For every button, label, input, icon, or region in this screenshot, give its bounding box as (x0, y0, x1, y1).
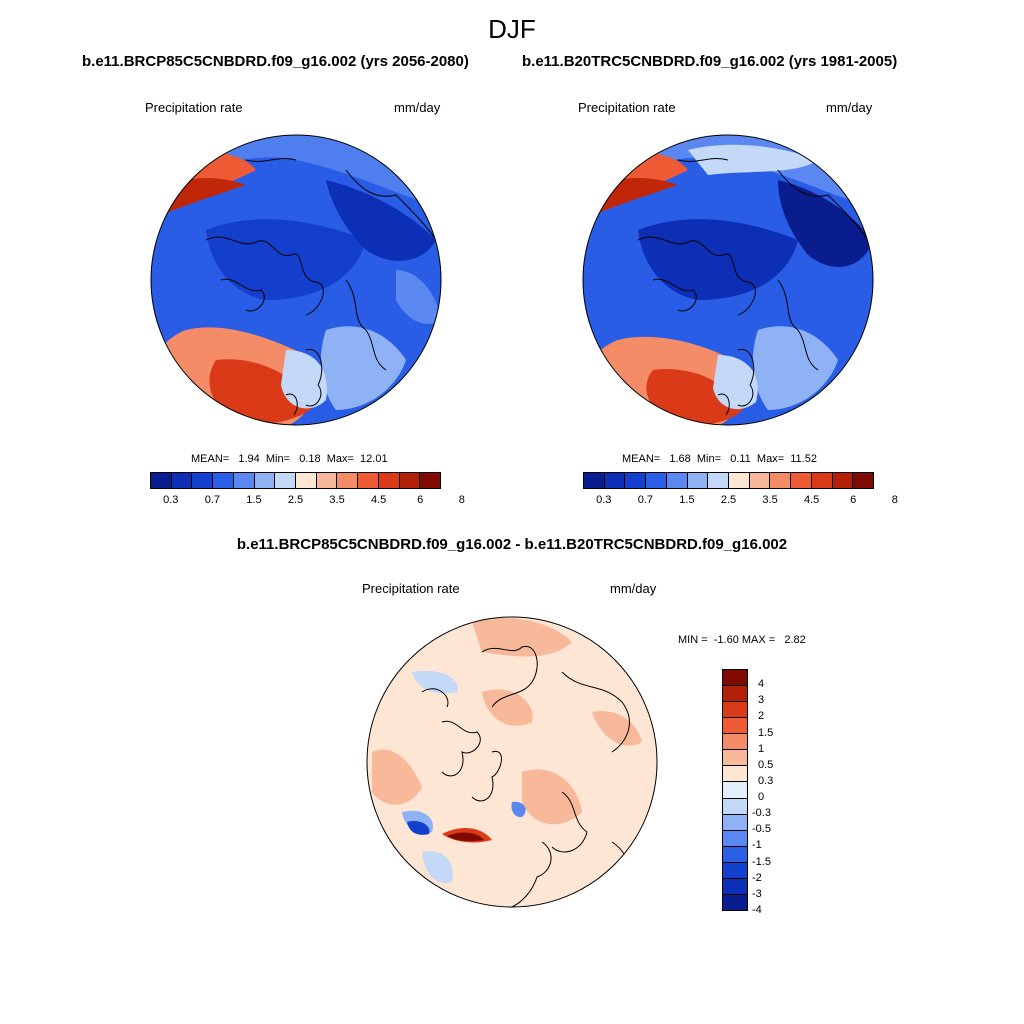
left-colorbar-swatch (192, 473, 214, 488)
left-colorbar-tick-label: 6 (417, 494, 424, 506)
diff-colorbar-tick-label: 4 (758, 678, 765, 691)
diff-colorbar-tick-label: 1.5 (758, 726, 774, 739)
difference-polar-map (366, 616, 658, 908)
right-colorbar-tick-label: 8 (891, 494, 898, 506)
diff-colorbar-tick-label: 2 (758, 710, 765, 723)
left-colorbar-swatch (213, 473, 234, 488)
difference-title: b.e11.BRCP85C5CNBDRD.f09_g16.002 - b.e11… (236, 536, 788, 553)
right-colorbar-swatch (791, 473, 812, 488)
left-colorbar-swatch (296, 473, 317, 488)
diff-colorbar-swatch (723, 766, 747, 783)
right-colorbar-tick-label: 6 (850, 494, 857, 506)
diff-colorbar-swatch (723, 878, 747, 895)
left-polar-map (150, 134, 442, 426)
right-colorbar-swatch (584, 473, 605, 488)
right-colorbar-swatch (770, 473, 792, 488)
left-colorbar (150, 472, 441, 489)
left-colorbar-swatch (420, 473, 441, 488)
left-variable-label: Precipitation rate (145, 100, 243, 115)
diff-colorbar-tick-label: 1 (758, 742, 765, 755)
left-colorbar-swatch (378, 473, 400, 488)
right-colorbar-labels: 0.3 0.7 1.5 2.5 3.5 4.5 6 8 (583, 494, 898, 508)
right-units-label: mm/day (826, 100, 873, 115)
left-colorbar-swatch (316, 473, 338, 488)
figure-title: DJF (488, 14, 536, 44)
diff-colorbar-tick-label: -1 (752, 839, 762, 852)
right-colorbar-tick-label: 0.3 (596, 494, 612, 506)
diff-colorbar-tick-label: -2 (752, 871, 762, 884)
left-colorbar-swatch (151, 473, 172, 488)
diff-colorbar-tick-label: -0.3 (752, 807, 771, 820)
right-colorbar-swatch (666, 473, 688, 488)
right-colorbar-swatch (625, 473, 647, 488)
right-colorbar-swatch (811, 473, 833, 488)
left-colorbar-tick-label: 0.3 (163, 494, 179, 506)
left-colorbar-tick-label: 1.5 (246, 494, 262, 506)
right-colorbar-swatch (646, 473, 667, 488)
diff-colorbar-tick-label: -4 (752, 904, 762, 916)
left-colorbar-tick-label: 2.5 (287, 494, 304, 506)
diff-colorbar-tick-label: 0.3 (758, 774, 774, 787)
right-stats: MEAN= 1.68 Min= 0.11 Max= 11.52 (622, 453, 817, 465)
diff-colorbar-swatch (723, 798, 747, 815)
left-colorbar-swatch (399, 473, 421, 488)
right-colorbar-swatch (749, 473, 771, 488)
left-colorbar-tick-label: 3.5 (329, 494, 345, 506)
diff-colorbar-tick-label: 0 (758, 791, 765, 804)
left-colorbar-tick-label: 0.7 (204, 494, 220, 506)
diff-colorbar-swatch (723, 830, 747, 847)
right-colorbar-swatch (832, 473, 854, 488)
diff-units-label: mm/day (610, 581, 657, 596)
diff-colorbar-tick-label: -3 (752, 887, 762, 900)
right-colorbar-swatch (853, 473, 874, 488)
right-colorbar-tick-label: 2.5 (720, 494, 737, 506)
left-colorbar-swatch (275, 473, 297, 488)
difference-colorbar-labels: 4 3 2 1.5 1 0.5 0.3 0 -0.3 -0.5 -1 -1.5 -2 -3 -4 (752, 669, 816, 916)
left-colorbar-tick-label: 8 (458, 494, 465, 506)
right-colorbar-tick-label: 0.7 (637, 494, 653, 506)
right-variable-label: Precipitation rate (578, 100, 676, 115)
diff-variable-label: Precipitation rate (362, 581, 460, 596)
left-colorbar-swatch (233, 473, 255, 488)
right-colorbar-swatch (708, 473, 730, 488)
right-colorbar-tick-label: 4.5 (803, 494, 820, 506)
right-colorbar (583, 472, 874, 489)
left-colorbar-swatch (337, 473, 359, 488)
diff-colorbar-swatch (723, 894, 747, 910)
left-colorbar-tick-label: 4.5 (370, 494, 387, 506)
left-colorbar-swatch (358, 473, 379, 488)
diff-colorbar-swatch (723, 782, 747, 799)
right-colorbar-swatch (687, 473, 709, 488)
right-colorbar-swatch (604, 473, 626, 488)
diff-colorbar-swatch (723, 734, 747, 751)
right-colorbar-tick-label: 3.5 (762, 494, 778, 506)
right-case-title: b.e11.B20TRC5CNBDRD.f09_g16.002 (yrs 198… (522, 53, 898, 70)
left-units-label: mm/day (394, 100, 441, 115)
diff-colorbar-tick-label: -1.5 (752, 855, 771, 868)
difference-colorbar (722, 669, 748, 911)
left-colorbar-swatch (171, 473, 193, 488)
right-polar-map (582, 134, 874, 426)
left-case-title: b.e11.BRCP85C5CNBDRD.f09_g16.002 (yrs 20… (82, 53, 469, 70)
left-colorbar-labels: 0.3 0.7 1.5 2.5 3.5 4.5 6 8 (150, 494, 465, 508)
left-stats: MEAN= 1.94 Min= 0.18 Max= 12.01 (191, 453, 388, 465)
left-colorbar-swatch (254, 473, 276, 488)
diff-colorbar-swatch (723, 814, 747, 831)
diff-stats: MIN = -1.60 MAX = 2.82 (678, 634, 806, 646)
diff-colorbar-swatch (723, 750, 747, 767)
diff-colorbar-swatch (723, 862, 747, 879)
right-colorbar-tick-label: 1.5 (679, 494, 695, 506)
diff-colorbar-swatch (723, 686, 747, 703)
diff-colorbar-swatch (723, 718, 747, 735)
diff-colorbar-swatch (723, 846, 747, 863)
diff-colorbar-swatch (723, 670, 747, 687)
diff-colorbar-swatch (723, 702, 747, 719)
diff-colorbar-tick-label: 0.5 (758, 758, 774, 771)
diff-colorbar-tick-label: 3 (758, 694, 765, 707)
diff-colorbar-tick-label: -0.5 (752, 823, 771, 836)
right-colorbar-swatch (729, 473, 750, 488)
